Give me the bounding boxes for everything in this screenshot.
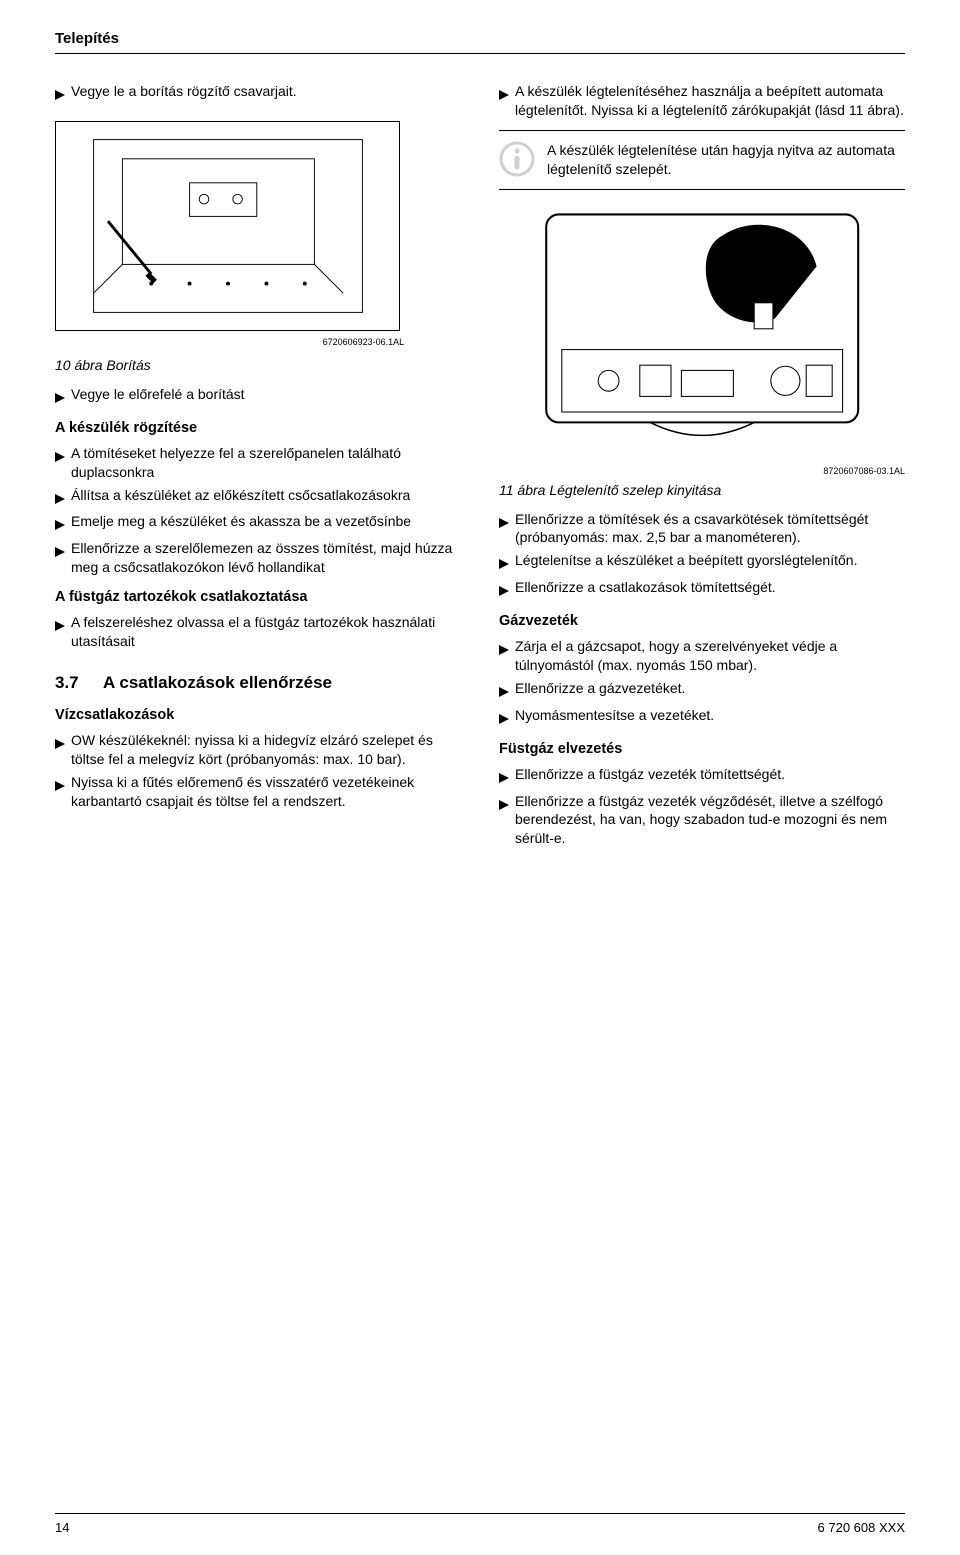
triangle-icon xyxy=(499,683,515,702)
info-icon xyxy=(499,141,535,177)
triangle-icon xyxy=(55,543,71,562)
bullet-item: OW készülékeknél: nyissa ki a hidegvíz e… xyxy=(55,731,461,769)
subheading: Füstgáz elvezetés xyxy=(499,741,905,757)
triangle-icon xyxy=(55,389,71,408)
bullet-item: Vegye le előrefelé a borítást xyxy=(55,385,461,408)
triangle-icon xyxy=(55,617,71,636)
bullet-text: Ellenőrizze a füstgáz vezeték végződését… xyxy=(515,792,905,849)
section-heading: 3.7 A csatlakozások ellenőrzése xyxy=(55,673,461,693)
bullet-item: Ellenőrizze a csatlakozások tömítettségé… xyxy=(499,578,905,601)
section-title: A csatlakozások ellenőrzése xyxy=(103,673,332,693)
bullet-item: Állítsa a készüléket az előkészített cső… xyxy=(55,486,461,509)
bullet-text: Ellenőrizze a csatlakozások tömítettségé… xyxy=(515,578,905,597)
figure-11-caption: 11 ábra Légtelenítő szelep kinyitása xyxy=(499,482,905,498)
bullet-text: Állítsa a készüléket az előkészített cső… xyxy=(71,486,461,505)
figure-11-id: 8720607086-03.1AL xyxy=(499,466,905,476)
triangle-icon xyxy=(55,516,71,535)
bullet-text: Vegye le előrefelé a borítást xyxy=(71,385,461,404)
subheading: Vízcsatlakozások xyxy=(55,707,461,723)
bullet-list: A tömítéseket helyezze fel a szerelőpane… xyxy=(55,444,461,577)
triangle-icon xyxy=(499,514,515,533)
subheading: Gázvezeték xyxy=(499,613,905,629)
bullet-item: Ellenőrizze a füstgáz vezeték tömítettsé… xyxy=(499,765,905,788)
bullet-text: Ellenőrizze a füstgáz vezeték tömítettsé… xyxy=(515,765,905,784)
page-root: Telepítés Vegye le a borítás rögzítő csa… xyxy=(0,0,960,1555)
bullet-text: Ellenőrizze a gázvezetéket. xyxy=(515,679,905,698)
figure-10-caption: 10 ábra Borítás xyxy=(55,357,461,373)
figure-10 xyxy=(55,121,400,331)
page-number: 14 xyxy=(55,1520,69,1535)
bullet-text: A készülék légtelenítéséhez használja a … xyxy=(515,82,905,120)
figure-11-svg xyxy=(515,204,889,464)
triangle-icon xyxy=(499,86,515,105)
bullet-item: Nyomásmentesítse a vezetéket. xyxy=(499,706,905,729)
page-header: Telepítés xyxy=(55,30,905,54)
bullet-text: Ellenőrizze a tömítések és a csavarkötés… xyxy=(515,510,905,548)
triangle-icon xyxy=(499,796,515,815)
bullet-item: Nyissa ki a fűtés előremenő és visszatér… xyxy=(55,773,461,811)
triangle-icon xyxy=(55,490,71,509)
figure-10-svg xyxy=(84,130,372,322)
triangle-icon xyxy=(55,735,71,754)
bullet-text: A tömítéseket helyezze fel a szerelőpane… xyxy=(71,444,461,482)
content-columns: Vegye le a borítás rögzítő csavarjait. xyxy=(55,82,905,852)
info-block: A készülék légtelenítése után hagyja nyi… xyxy=(499,130,905,190)
triangle-icon xyxy=(499,769,515,788)
bullet-item: Zárja el a gázcsapot, hogy a szerelvénye… xyxy=(499,637,905,675)
triangle-icon xyxy=(499,582,515,601)
bullet-item: Légtelenítse a készüléket a beépített gy… xyxy=(499,551,905,574)
right-column: A készülék légtelenítéséhez használja a … xyxy=(499,82,905,852)
bullet-text: Ellenőrizze a szerelőlemezen az összes t… xyxy=(71,539,461,577)
bullet-item: Ellenőrizze a tömítések és a csavarkötés… xyxy=(499,510,905,548)
bullet-item: A felszereléshez olvassa el a füstgáz ta… xyxy=(55,613,461,651)
bullet-item: A tömítéseket helyezze fel a szerelőpane… xyxy=(55,444,461,482)
bullet-item: A készülék légtelenítéséhez használja a … xyxy=(499,82,905,120)
triangle-icon xyxy=(55,86,71,105)
triangle-icon xyxy=(55,777,71,796)
doc-code: 6 720 608 XXX xyxy=(818,1520,905,1535)
figure-10-id: 6720606923-06.1AL xyxy=(55,337,461,347)
bullet-item: Ellenőrizze a gázvezetéket. xyxy=(499,679,905,702)
section-number: 3.7 xyxy=(55,673,103,693)
bullet-text: Nyomásmentesítse a vezetéket. xyxy=(515,706,905,725)
bullet-item: Vegye le a borítás rögzítő csavarjait. xyxy=(55,82,461,105)
subheading: A készülék rögzítése xyxy=(55,420,461,436)
triangle-icon xyxy=(499,710,515,729)
bullet-text: OW készülékeknél: nyissa ki a hidegvíz e… xyxy=(71,731,461,769)
triangle-icon xyxy=(55,448,71,467)
bullet-item: Ellenőrizze a szerelőlemezen az összes t… xyxy=(55,539,461,577)
subheading: A füstgáz tartozékok csatlakoztatása xyxy=(55,589,461,605)
bullet-text: Légtelenítse a készüléket a beépített gy… xyxy=(515,551,905,570)
triangle-icon xyxy=(499,641,515,660)
info-text: A készülék légtelenítése után hagyja nyi… xyxy=(547,141,905,179)
bullet-item: Emelje meg a készüléket és akassza be a … xyxy=(55,512,461,535)
left-column: Vegye le a borítás rögzítő csavarjait. xyxy=(55,82,461,852)
bullet-text: Vegye le a borítás rögzítő csavarjait. xyxy=(71,82,461,101)
bullet-item: Ellenőrizze a füstgáz vezeték végződését… xyxy=(499,792,905,849)
bullet-text: Emelje meg a készüléket és akassza be a … xyxy=(71,512,461,531)
bullet-text: Nyissa ki a fűtés előremenő és visszatér… xyxy=(71,773,461,811)
figure-11 xyxy=(499,204,905,464)
bullet-text: A felszereléshez olvassa el a füstgáz ta… xyxy=(71,613,461,651)
bullet-text: Zárja el a gázcsapot, hogy a szerelvénye… xyxy=(515,637,905,675)
page-footer: 14 6 720 608 XXX xyxy=(55,1513,905,1535)
triangle-icon xyxy=(499,555,515,574)
